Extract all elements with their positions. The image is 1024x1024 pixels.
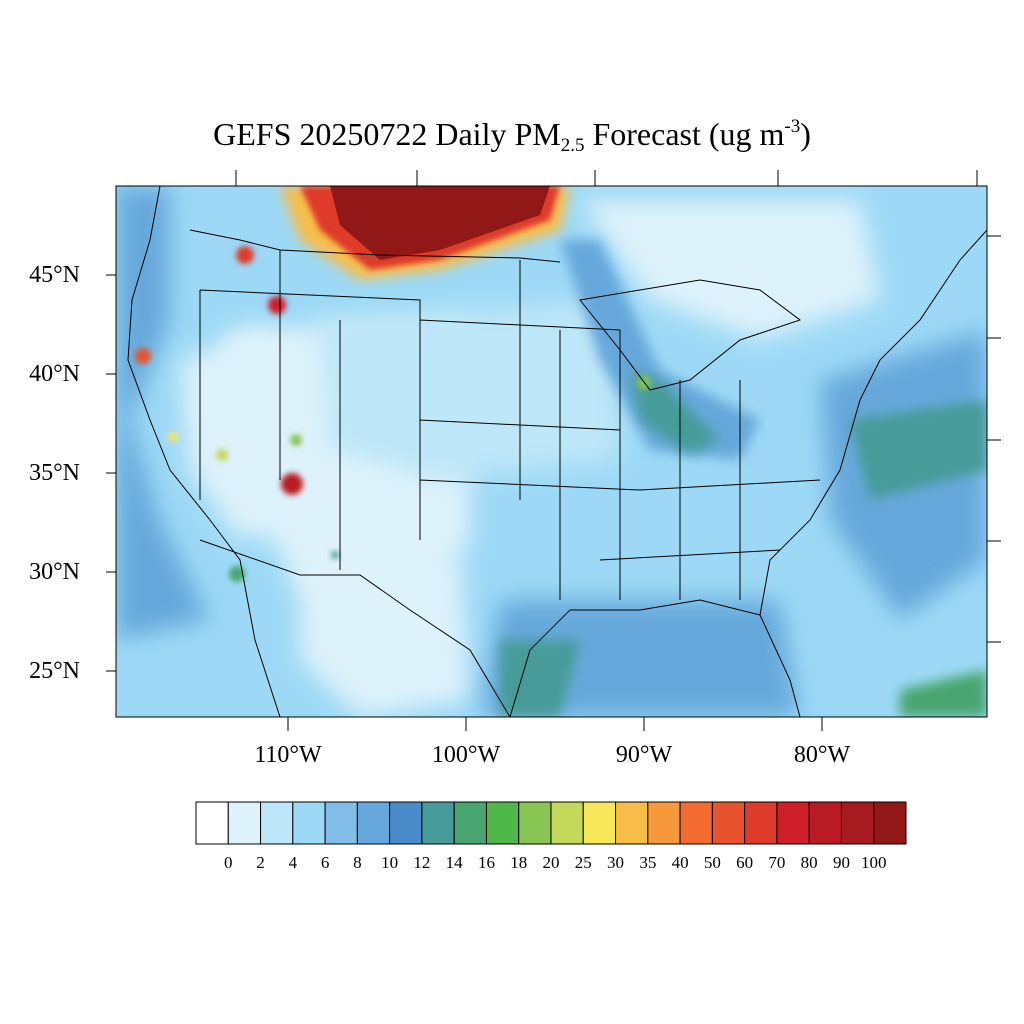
- new-mexico-hotspot: [331, 551, 339, 559]
- colorbar-bin-4: [324, 801, 358, 845]
- arizona-fire: [281, 473, 303, 495]
- colorbar-bin-19: [808, 801, 842, 845]
- colorbar-label-70: 70: [768, 853, 785, 872]
- colorbar-bin-20: [840, 801, 875, 845]
- great-lakes: [579, 279, 802, 391]
- colorbar-label-0: 0: [224, 853, 233, 872]
- lat-label-25: 25°N: [29, 658, 80, 684]
- colorbar-label-12: 12: [413, 853, 430, 872]
- colorbar-label-4: 4: [289, 853, 298, 872]
- colorbar-label-100: 100: [861, 853, 887, 872]
- colorbar-label-90: 90: [833, 853, 850, 872]
- colorbar-label-6: 6: [321, 853, 330, 872]
- colorbar-label-30: 30: [607, 853, 624, 872]
- colorbar-bin-0: [195, 801, 229, 845]
- colorbar-label-80: 80: [801, 853, 818, 872]
- mexico-clean-air: [300, 560, 470, 717]
- washington-fire: [236, 246, 254, 264]
- colorbar-label-14: 14: [446, 853, 464, 872]
- colorbar-label-25: 25: [575, 853, 592, 872]
- colorbar-bin-3: [292, 801, 326, 845]
- colorbar-bin-12: [582, 801, 617, 845]
- longitude-labels: 110°W 100°W 90°W 80°W: [254, 742, 850, 768]
- lon-label-100: 100°W: [432, 742, 501, 768]
- colorbar-bin-1: [227, 801, 262, 845]
- utah-fire: [290, 434, 302, 446]
- lon-label-90: 90°W: [616, 742, 673, 768]
- colorbar-label-35: 35: [639, 853, 656, 872]
- northern-california-fire: [135, 348, 151, 364]
- colorbar-label-40: 40: [672, 853, 689, 872]
- idaho-fire: [268, 296, 286, 314]
- canada-border: [189, 229, 561, 263]
- lat-label-40: 40°N: [29, 361, 80, 387]
- lat-label-35: 35°N: [29, 460, 80, 486]
- nevada-fire: [216, 449, 228, 461]
- california-fire: [168, 432, 178, 442]
- state-lines: [199, 250, 821, 600]
- gulf-coastline: [509, 599, 801, 717]
- colorbar-label-60: 60: [736, 853, 753, 872]
- colorbar-label-18: 18: [510, 853, 527, 872]
- colorbar-bin-2: [260, 801, 294, 845]
- colorbar-label-8: 8: [353, 853, 362, 872]
- map-title: GEFS 20250722 Daily PM2.5 Forecast (ug m…: [213, 116, 811, 156]
- colorbar-bin-21: [873, 801, 907, 845]
- lon-label-110: 110°W: [254, 742, 322, 768]
- great-lakes-clean-air: [580, 200, 880, 340]
- colorbar-label-2: 2: [256, 853, 265, 872]
- colorbar-bin-17: [744, 801, 778, 845]
- boundaries: [127, 186, 987, 717]
- colorbar-bin-10: [518, 801, 552, 845]
- colorbar-label-16: 16: [478, 853, 495, 872]
- plume-core: [330, 186, 550, 260]
- colorbar: 0 2 4 6 8 10 12 14 16 18 20 25 30 35 40 50 60 70 80 90 100: [195, 801, 907, 872]
- pacific-band: [116, 186, 210, 640]
- atlantic-plume: [850, 400, 987, 500]
- latitude-labels: 45°N 40°N 35°N 30°N 25°N: [29, 262, 80, 684]
- colorbar-bin-11: [550, 801, 584, 845]
- colorbar-label-50: 50: [704, 853, 721, 872]
- colorbar-bin-14: [647, 801, 681, 845]
- colorbar-bin-5: [356, 801, 391, 845]
- map-field: [116, 186, 987, 717]
- colorbar-bin-13: [615, 801, 649, 845]
- caribbean-plume: [900, 670, 987, 717]
- mexico-border: [199, 539, 511, 717]
- lat-label-30: 30°N: [29, 559, 80, 585]
- colorbar-bin-15: [679, 801, 713, 845]
- plains-low-pm: [320, 300, 620, 480]
- texas-coast-band: [500, 640, 580, 717]
- ohio-valley-band: [630, 370, 720, 455]
- colorbar-label-10: 10: [381, 853, 398, 872]
- colorbar-bin-9: [485, 801, 520, 845]
- colorbar-bin-7: [421, 801, 455, 845]
- atlantic-coastline: [759, 229, 987, 616]
- colorbar-bin-16: [711, 801, 746, 845]
- sonora-hotspot: [229, 566, 245, 582]
- colorbar-label-20: 20: [543, 853, 560, 872]
- map-frame: [115, 185, 988, 718]
- lat-label-45: 45°N: [29, 262, 80, 288]
- lon-label-80: 80°W: [794, 742, 851, 768]
- axis-ticks: [106, 170, 1001, 731]
- great-basin-clean-air: [180, 330, 300, 540]
- colorbar-bin-6: [389, 801, 423, 845]
- colorbar-bin-18: [776, 801, 810, 845]
- colorbar-bin-8: [453, 801, 487, 845]
- pacific-coastline: [127, 186, 281, 717]
